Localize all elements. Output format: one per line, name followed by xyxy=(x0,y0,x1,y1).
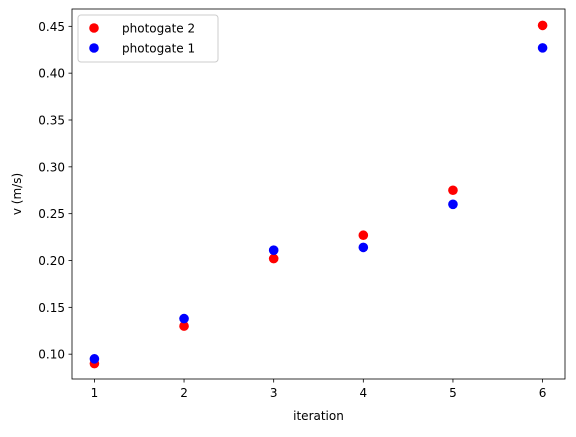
x-tick-label: 6 xyxy=(539,386,547,400)
legend: photogate 2 photogate 1 xyxy=(77,14,219,63)
x-axis-label: iteration xyxy=(293,409,344,423)
x-tick-label: 5 xyxy=(449,386,457,400)
y-tick-label: 0.25 xyxy=(38,207,65,221)
legend-marker-photogate-2 xyxy=(89,23,99,33)
point-series-0 xyxy=(448,185,458,196)
y-tick-label: 0.15 xyxy=(38,301,65,315)
x-tick-label: 2 xyxy=(180,386,188,400)
y-tick-label: 0.20 xyxy=(38,254,65,268)
x-axis-ticks: 1 2 3 4 5 6 xyxy=(91,379,547,400)
point-series-1 xyxy=(358,242,369,253)
x-tick-label: 1 xyxy=(91,386,99,400)
y-tick-label: 0.35 xyxy=(38,114,65,128)
point-series-0 xyxy=(537,20,548,31)
axes-frame xyxy=(71,8,566,380)
point-series-0 xyxy=(358,230,369,241)
legend-label-photogate-2: photogate 2 xyxy=(122,22,195,36)
y-tick-label: 0.10 xyxy=(38,348,65,362)
y-tick-label: 0.45 xyxy=(38,20,65,34)
point-series-1 xyxy=(448,199,458,210)
point-series-0 xyxy=(268,253,279,264)
point-series-1 xyxy=(179,313,189,324)
point-series-1 xyxy=(537,43,548,53)
y-axis-label: v (m/s) xyxy=(10,173,24,215)
legend-box xyxy=(77,14,219,63)
point-series-0 xyxy=(179,321,189,331)
legend-marker-photogate-1 xyxy=(89,43,99,53)
y-tick-label: 0.40 xyxy=(38,67,65,81)
data-points xyxy=(89,20,548,369)
point-series-1 xyxy=(89,354,100,364)
x-tick-label: 3 xyxy=(270,386,278,400)
point-series-1 xyxy=(268,245,279,256)
legend-label-photogate-1: photogate 1 xyxy=(122,42,195,56)
y-axis-ticks: 0.10 0.15 0.20 0.25 0.30 0.35 0.40 0.45 xyxy=(38,20,72,362)
x-tick-label: 4 xyxy=(359,386,367,400)
y-tick-label: 0.30 xyxy=(38,160,65,174)
